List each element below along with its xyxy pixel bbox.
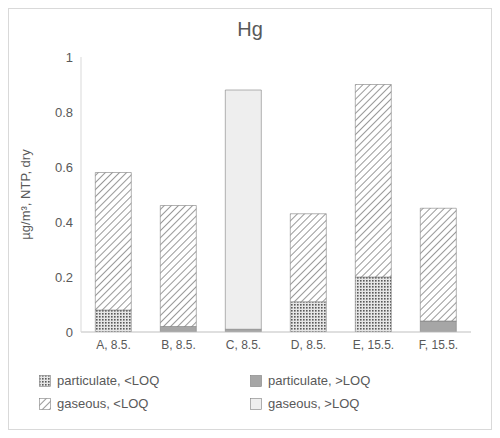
html-text:particulate, <LOQ: particulate, <LOQ: [57, 373, 160, 388]
svg-text:B, 8.5.: B, 8.5.: [161, 338, 196, 352]
html-text:Hg: Hg: [237, 18, 263, 40]
svg-text:1: 1: [66, 50, 73, 65]
svg-text:µg/m³, NTP, dry: µg/m³, NTP, dry: [18, 149, 33, 240]
svg-text:0.2: 0.2: [55, 270, 73, 285]
svg-text:0.6: 0.6: [55, 160, 73, 175]
svg-text:F, 15.5.: F, 15.5.: [419, 338, 458, 352]
svg-text:E, 15.5.: E, 15.5.: [353, 338, 394, 352]
svg-text:0.8: 0.8: [55, 105, 73, 120]
svg-text:0.4: 0.4: [55, 215, 73, 230]
html-text:particulate, >LOQ: particulate, >LOQ: [268, 373, 371, 388]
svg-text:D, 8.5.: D, 8.5.: [291, 338, 326, 352]
svg-text:0: 0: [66, 325, 73, 340]
svg-text:A, 8.5.: A, 8.5.: [96, 338, 131, 352]
html-text:gaseous, <LOQ: gaseous, <LOQ: [57, 396, 149, 411]
html-text:gaseous, >LOQ: gaseous, >LOQ: [268, 396, 360, 411]
svg-text:C, 8.5.: C, 8.5.: [226, 338, 261, 352]
